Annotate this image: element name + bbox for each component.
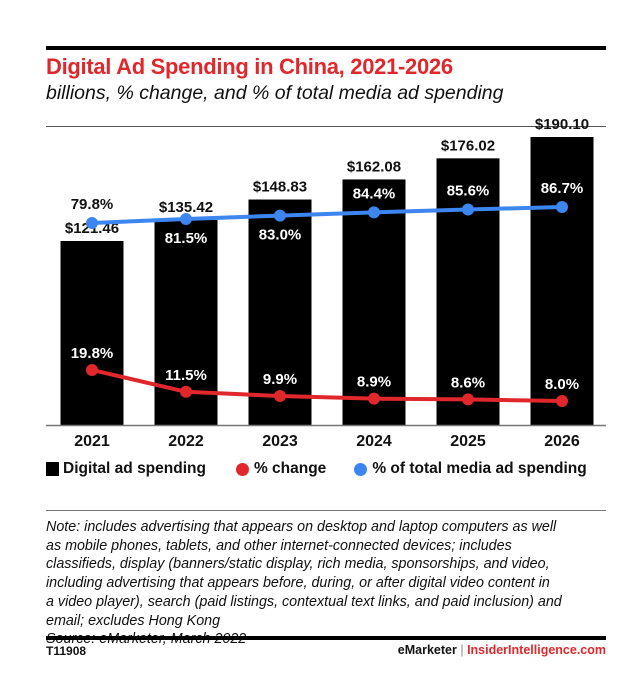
note-line: classifieds, display (banners/static dis… <box>46 556 550 573</box>
x-tick-label: 2025 <box>450 433 486 450</box>
bar-value-label: $148.83 <box>253 179 307 196</box>
brand-insider: InsiderIntelligence.com <box>467 643 606 657</box>
change-point <box>556 395 568 407</box>
note-line: email; excludes Hong Kong <box>46 612 221 629</box>
change-label: 8.9% <box>357 374 391 391</box>
bar-value-label: $176.02 <box>441 137 495 154</box>
share-point <box>556 200 568 213</box>
top-rule <box>46 46 606 50</box>
change-label: 9.9% <box>263 371 297 388</box>
bar <box>60 240 124 425</box>
note-rule <box>46 510 606 511</box>
change-point <box>368 392 380 405</box>
subtitle-rule <box>46 126 606 127</box>
change-point <box>462 393 474 406</box>
note: Note: includes advertising that appears … <box>46 518 611 649</box>
legend-bar-swatch <box>46 462 59 476</box>
chart-subtitle: billions, % change, and % of total media… <box>46 82 504 104</box>
share-point <box>180 213 192 226</box>
change-line <box>91 368 563 403</box>
bar-value-label: $135.42 <box>159 199 213 216</box>
share-point <box>86 217 98 229</box>
share-label: 81.5% <box>165 230 208 247</box>
bar <box>530 137 594 425</box>
share-label: 86.7% <box>541 180 584 197</box>
share-label: 85.6% <box>447 183 490 200</box>
share-label: 84.4% <box>353 185 396 202</box>
x-tick-label: 2026 <box>544 433 580 450</box>
change-label: 8.0% <box>545 376 579 393</box>
change-point <box>86 363 98 376</box>
share-point <box>368 206 380 219</box>
x-tick-label: 2022 <box>168 433 204 450</box>
note-line: as mobile phones, tablets, and other int… <box>46 537 512 554</box>
share-label: 79.8% <box>71 196 114 213</box>
bar <box>342 179 406 425</box>
brand: eMarketer | InsiderIntelligence.com <box>398 643 606 657</box>
note-line: Note: includes advertising that appears … <box>46 519 557 535</box>
change-label: 11.5% <box>165 367 207 384</box>
share-point <box>462 203 474 216</box>
brand-separator: | <box>460 643 464 657</box>
legend-bar-label: Digital ad spending <box>63 460 206 477</box>
x-tick-label: 2021 <box>74 433 110 450</box>
x-tick-label: 2023 <box>262 433 298 450</box>
legend-change-label: % change <box>253 460 327 477</box>
bottom-rule <box>46 636 606 640</box>
share-line <box>91 204 563 225</box>
change-point <box>274 390 286 403</box>
change-label: 19.8% <box>71 345 114 362</box>
chart-title: Digital Ad Spending in China, 2021-2026 <box>46 54 453 79</box>
chart-code: T11908 <box>46 644 87 658</box>
brand-emarketer: eMarketer <box>397 643 457 657</box>
share-point <box>274 209 286 222</box>
note-line: including advertising that appears befor… <box>46 575 550 592</box>
note-line: a video player), search (paid listings, … <box>46 593 562 610</box>
share-label: 83.0% <box>259 227 302 244</box>
bar <box>248 199 312 425</box>
legend: Digital ad spending % change % of total … <box>46 460 587 478</box>
legend-share-label: % of total media ad spending <box>372 460 587 477</box>
legend-share-dot <box>354 462 368 476</box>
change-point <box>180 385 192 398</box>
legend-change-dot <box>235 462 249 476</box>
x-tick-label: 2024 <box>356 433 392 450</box>
bar-value-label: $190.10 <box>535 116 589 133</box>
change-label: 8.6% <box>451 374 485 391</box>
bar <box>436 158 500 425</box>
bar-value-label: $162.08 <box>347 158 401 175</box>
